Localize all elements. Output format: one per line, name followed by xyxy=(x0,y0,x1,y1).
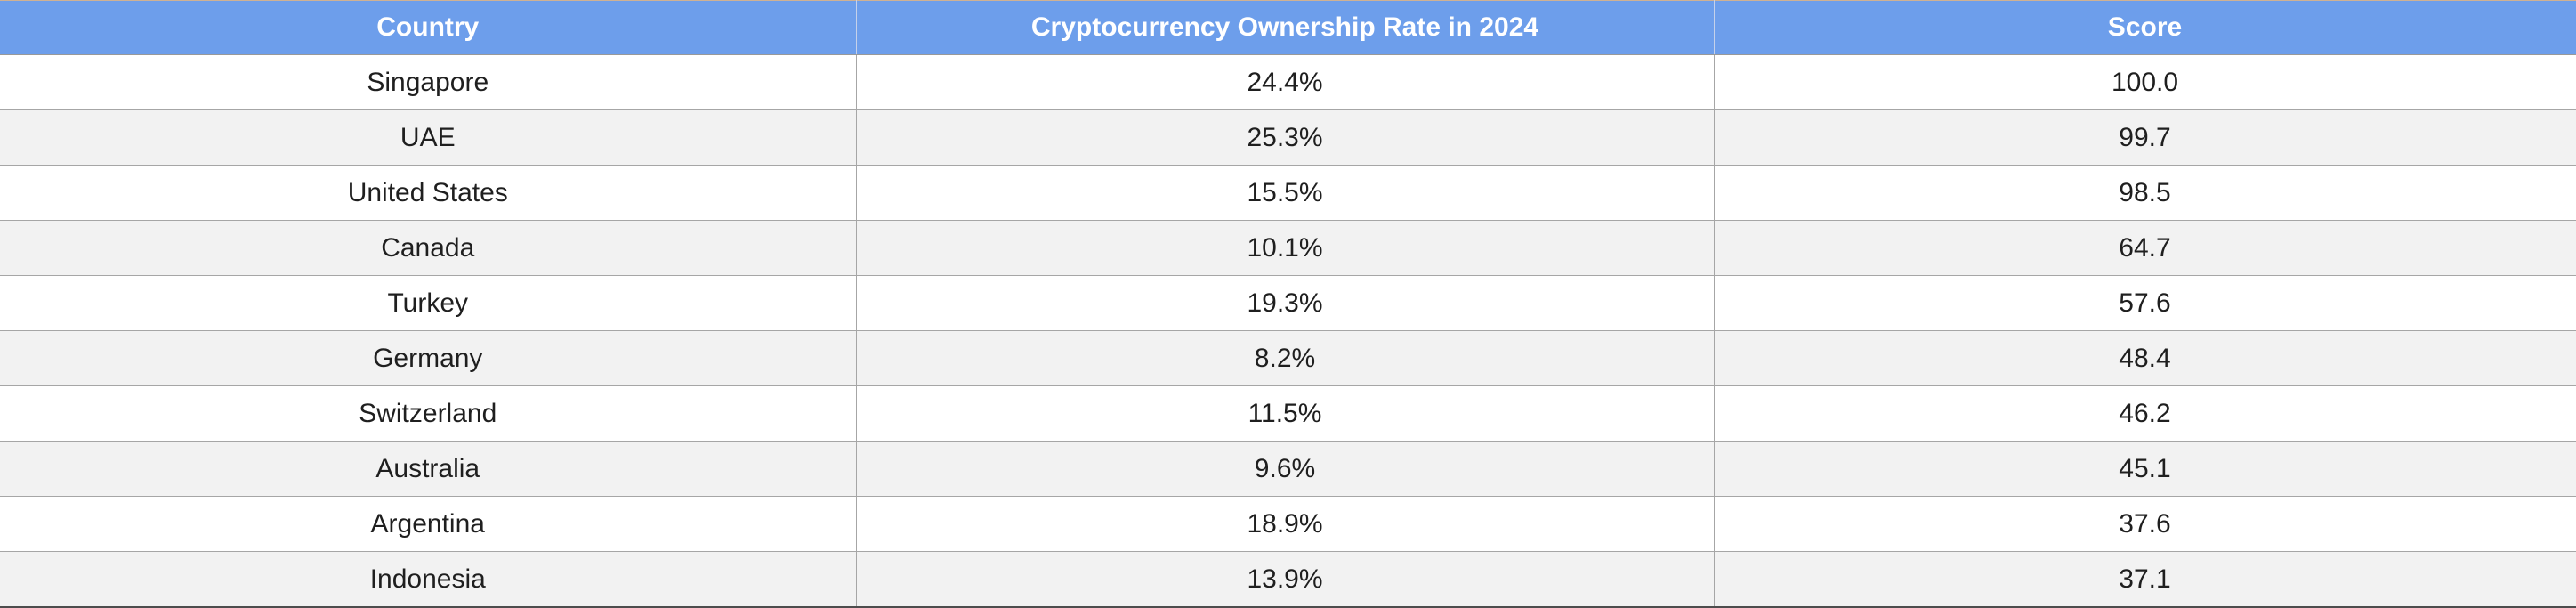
cell-score: 100.0 xyxy=(1713,54,2576,110)
cell-country: Singapore xyxy=(0,54,857,110)
cell-country: UAE xyxy=(0,109,857,166)
table-row: Switzerland 11.5% 46.2 xyxy=(0,385,2576,442)
cell-score: 48.4 xyxy=(1713,330,2576,386)
cell-ownership-rate: 24.4% xyxy=(855,54,1715,110)
table-row: United States 15.5% 98.5 xyxy=(0,165,2576,221)
table-row: Australia 9.6% 45.1 xyxy=(0,441,2576,497)
cell-score: 57.6 xyxy=(1713,275,2576,331)
cell-score: 45.1 xyxy=(1713,441,2576,497)
cell-score: 37.6 xyxy=(1713,496,2576,552)
cell-country: Indonesia xyxy=(0,551,857,608)
column-header-country: Country xyxy=(0,0,857,55)
table-row: UAE 25.3% 99.7 xyxy=(0,109,2576,166)
cell-ownership-rate: 15.5% xyxy=(855,165,1715,221)
cell-country: Canada xyxy=(0,220,857,276)
cell-score: 64.7 xyxy=(1713,220,2576,276)
header-row: Country Cryptocurrency Ownership Rate in… xyxy=(0,0,2576,55)
cell-score: 37.1 xyxy=(1713,551,2576,608)
cell-ownership-rate: 11.5% xyxy=(855,385,1715,442)
column-header-score: Score xyxy=(1713,0,2576,55)
cell-country: Australia xyxy=(0,441,857,497)
table-row: Canada 10.1% 64.7 xyxy=(0,220,2576,276)
table-row: Singapore 24.4% 100.0 xyxy=(0,54,2576,110)
column-header-ownership-rate: Cryptocurrency Ownership Rate in 2024 xyxy=(855,0,1715,55)
cell-ownership-rate: 13.9% xyxy=(855,551,1715,608)
cell-ownership-rate: 18.9% xyxy=(855,496,1715,552)
cell-country: Argentina xyxy=(0,496,857,552)
cell-ownership-rate: 19.3% xyxy=(855,275,1715,331)
cell-ownership-rate: 10.1% xyxy=(855,220,1715,276)
cell-country: Germany xyxy=(0,330,857,386)
table-body: Singapore 24.4% 100.0 UAE 25.3% 99.7 Uni… xyxy=(0,54,2576,608)
cell-ownership-rate: 9.6% xyxy=(855,441,1715,497)
table-row: Indonesia 13.9% 37.1 xyxy=(0,551,2576,608)
cell-score: 46.2 xyxy=(1713,385,2576,442)
table-header: Country Cryptocurrency Ownership Rate in… xyxy=(0,0,2576,55)
cell-ownership-rate: 25.3% xyxy=(855,109,1715,166)
cell-country: Switzerland xyxy=(0,385,857,442)
table-row: Germany 8.2% 48.4 xyxy=(0,330,2576,386)
cell-country: United States xyxy=(0,165,857,221)
cell-score: 99.7 xyxy=(1713,109,2576,166)
table-row: Turkey 19.3% 57.6 xyxy=(0,275,2576,331)
cell-country: Turkey xyxy=(0,275,857,331)
cell-score: 98.5 xyxy=(1713,165,2576,221)
cell-ownership-rate: 8.2% xyxy=(855,330,1715,386)
table-row: Argentina 18.9% 37.6 xyxy=(0,496,2576,552)
